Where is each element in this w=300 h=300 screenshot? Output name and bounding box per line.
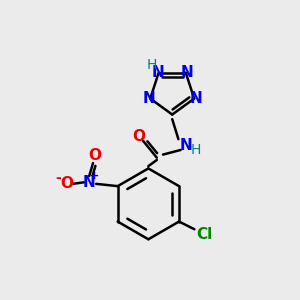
Text: H: H [146,58,157,72]
Text: +: + [90,171,99,181]
Text: N: N [189,91,202,106]
Text: N: N [152,65,164,80]
Text: O: O [88,148,101,163]
Text: N: N [142,91,155,106]
Text: N: N [180,65,193,80]
Text: Cl: Cl [196,227,213,242]
Text: O: O [60,176,74,191]
Text: N: N [180,138,193,153]
Text: H: H [190,143,200,157]
Text: N: N [83,175,96,190]
Text: -: - [56,171,61,185]
Text: O: O [133,129,146,144]
